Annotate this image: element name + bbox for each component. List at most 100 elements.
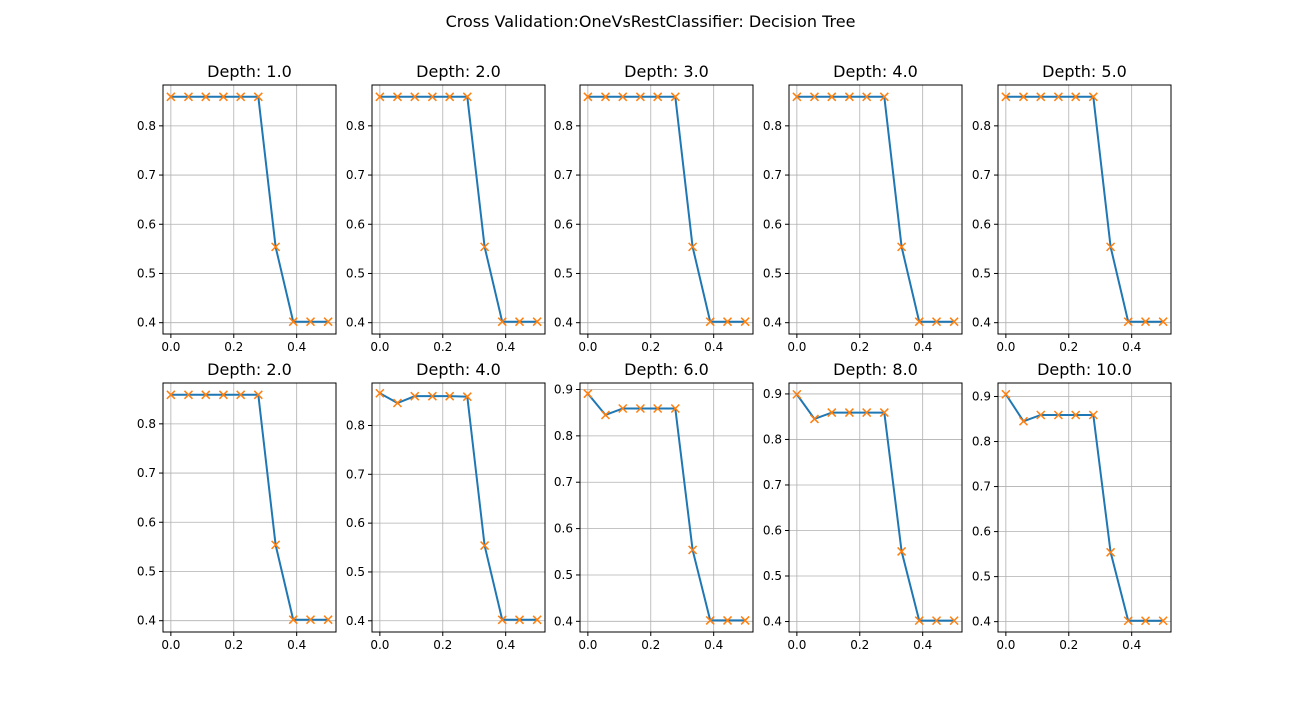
data-point-marker	[600, 92, 611, 102]
data-point-marker	[514, 615, 525, 625]
marker-stroke	[201, 390, 211, 400]
data-point-marker	[583, 389, 593, 399]
marker-stroke	[1053, 92, 1063, 102]
data-point-marker	[688, 545, 698, 555]
data-point-marker	[305, 317, 316, 327]
y-tick-label: 0.4	[137, 316, 156, 330]
y-tick-label: 0.5	[763, 266, 782, 280]
data-point-marker	[445, 391, 455, 401]
y-tick-label: 0.8	[137, 119, 156, 133]
marker-stroke	[827, 92, 837, 102]
y-tick-label: 0.7	[554, 168, 573, 182]
marker-stroke	[792, 92, 802, 102]
marker-stroke	[688, 545, 698, 555]
y-tick-label: 0.8	[554, 429, 573, 443]
marker-stroke	[218, 92, 228, 102]
data-point-marker	[635, 403, 645, 414]
subplot-title: Depth: 2.0	[207, 360, 292, 379]
y-tick-label: 0.5	[554, 266, 573, 280]
axes-frame	[579, 84, 754, 335]
data-point-marker	[844, 408, 854, 418]
subplot-title: Depth: 1.0	[207, 62, 292, 81]
y-tick-label: 0.4	[972, 615, 991, 629]
y-tick-label: 0.8	[763, 119, 782, 133]
marker-stroke	[653, 403, 663, 414]
data-point-marker	[1053, 410, 1063, 420]
subplot-title: Depth: 4.0	[416, 360, 501, 379]
marker-stroke	[288, 317, 298, 327]
x-tick-label: 0.2	[433, 638, 452, 652]
data-point-marker	[705, 317, 715, 327]
y-tick-label: 0.6	[137, 217, 156, 231]
marker-stroke	[1001, 389, 1011, 399]
y-tick-label: 0.7	[137, 168, 156, 182]
y-tick-label: 0.9	[554, 382, 573, 396]
data-point-marker	[618, 403, 628, 414]
subplot-4: 0.0 0.2 0.4 0.4 0.5 0.6 0.7 0.8 Depth: 4.0	[763, 62, 963, 354]
marker-stroke	[427, 92, 437, 102]
marker-stroke	[740, 615, 750, 625]
subplot-9: 0.0 0.2 0.4 0.4 0.5 0.6 0.7 0.8 0.9 Depth: 8.0	[763, 360, 963, 652]
data-point-marker	[914, 317, 924, 327]
data-point-marker	[635, 92, 645, 102]
marker-stroke	[392, 398, 403, 408]
x-tick-label: 0.2	[850, 638, 869, 652]
data-point-marker	[653, 403, 663, 414]
subplot-5: 0.0 0.2 0.4 0.4 0.5 0.6 0.7 0.8 Depth: 5.0	[972, 62, 1172, 354]
data-point-marker	[722, 317, 733, 327]
x-tick-label: 0.4	[704, 340, 723, 354]
marker-stroke	[1036, 92, 1046, 102]
marker-stroke	[809, 414, 820, 424]
x-tick-label: 0.0	[578, 340, 597, 354]
subplot-8: 0.0 0.2 0.4 0.4 0.5 0.6 0.7 0.8 0.9 Depth: 6.0	[554, 360, 754, 652]
marker-stroke	[1158, 616, 1168, 626]
marker-stroke	[705, 615, 715, 625]
data-point-marker	[218, 92, 228, 102]
marker-stroke	[445, 92, 455, 102]
marker-stroke	[897, 546, 907, 556]
marker-stroke	[201, 92, 211, 102]
data-point-marker	[166, 390, 176, 400]
x-tick-label: 0.0	[370, 638, 389, 652]
marker-stroke	[271, 540, 281, 550]
data-point-marker	[1140, 317, 1151, 327]
y-tick-label: 0.7	[346, 467, 365, 481]
data-point-marker	[740, 615, 750, 625]
marker-stroke	[218, 390, 228, 400]
y-tick-label: 0.6	[763, 217, 782, 231]
marker-stroke	[1106, 242, 1116, 252]
data-point-marker	[288, 317, 298, 327]
data-point-marker	[1123, 317, 1133, 327]
data-point-marker	[462, 92, 472, 102]
subplot-title: Depth: 8.0	[833, 360, 918, 379]
marker-stroke	[480, 242, 490, 252]
marker-stroke	[1140, 317, 1151, 327]
data-point-marker	[879, 408, 889, 418]
marker-stroke	[1123, 616, 1133, 626]
data-point-marker	[183, 390, 194, 400]
data-point-marker	[1018, 416, 1029, 426]
marker-stroke	[288, 615, 298, 625]
series-line	[587, 95, 746, 323]
subplot-title: Depth: 4.0	[833, 62, 918, 81]
data-point-marker	[600, 410, 611, 420]
data-point-marker	[201, 390, 211, 400]
x-tick-label: 0.4	[1122, 340, 1141, 354]
x-tick-label: 0.0	[161, 340, 180, 354]
marker-stroke	[1036, 410, 1046, 420]
data-point-marker	[705, 615, 715, 625]
y-tick-label: 0.4	[137, 614, 156, 628]
data-point-marker	[271, 242, 281, 252]
marker-stroke	[914, 616, 924, 626]
x-tick-label: 0.2	[641, 638, 660, 652]
data-point-marker	[1123, 616, 1133, 626]
data-point-marker	[392, 398, 403, 408]
data-point-marker	[583, 92, 593, 102]
axes-frame	[579, 382, 754, 633]
data-point-marker	[931, 317, 942, 327]
marker-stroke	[166, 390, 176, 400]
marker-stroke	[1158, 317, 1168, 327]
marker-stroke	[914, 317, 924, 327]
marker-stroke	[792, 389, 802, 399]
